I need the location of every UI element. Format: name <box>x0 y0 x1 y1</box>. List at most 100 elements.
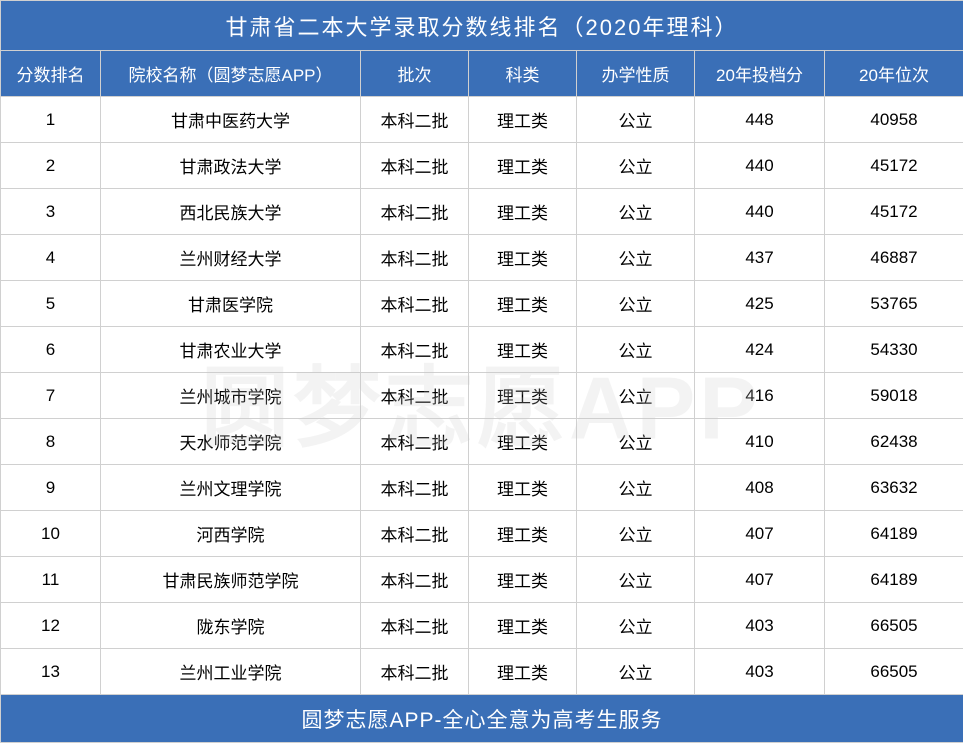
cell-batch: 本科二批 <box>361 603 469 649</box>
cell-category: 理工类 <box>469 511 577 557</box>
cell-category: 理工类 <box>469 557 577 603</box>
cell-position: 64189 <box>825 557 963 603</box>
cell-category: 理工类 <box>469 603 577 649</box>
cell-position: 59018 <box>825 373 963 419</box>
table-footer-row: 圆梦志愿APP-全心全意为高考生服务 <box>1 695 963 743</box>
table-title: 甘肃省二本大学录取分数线排名（2020年理科） <box>1 1 963 51</box>
cell-score: 448 <box>695 97 825 143</box>
cell-batch: 本科二批 <box>361 419 469 465</box>
cell-rank: 12 <box>1 603 101 649</box>
table-row: 11甘肃民族师范学院本科二批理工类公立40764189 <box>1 557 963 603</box>
cell-rank: 2 <box>1 143 101 189</box>
score-table: 甘肃省二本大学录取分数线排名（2020年理科） 分数排名 院校名称（圆梦志愿AP… <box>0 0 963 743</box>
cell-batch: 本科二批 <box>361 557 469 603</box>
cell-category: 理工类 <box>469 465 577 511</box>
cell-type: 公立 <box>577 235 695 281</box>
cell-type: 公立 <box>577 281 695 327</box>
cell-score: 440 <box>695 189 825 235</box>
cell-category: 理工类 <box>469 97 577 143</box>
cell-score: 416 <box>695 373 825 419</box>
cell-position: 45172 <box>825 189 963 235</box>
cell-rank: 10 <box>1 511 101 557</box>
cell-batch: 本科二批 <box>361 649 469 695</box>
cell-name: 甘肃中医药大学 <box>101 97 361 143</box>
cell-type: 公立 <box>577 327 695 373</box>
cell-batch: 本科二批 <box>361 189 469 235</box>
cell-batch: 本科二批 <box>361 143 469 189</box>
cell-type: 公立 <box>577 189 695 235</box>
table-row: 3西北民族大学本科二批理工类公立44045172 <box>1 189 963 235</box>
table-row: 1甘肃中医药大学本科二批理工类公立44840958 <box>1 97 963 143</box>
cell-rank: 6 <box>1 327 101 373</box>
cell-rank: 11 <box>1 557 101 603</box>
cell-score: 403 <box>695 649 825 695</box>
col-header-batch: 批次 <box>361 51 469 97</box>
cell-score: 424 <box>695 327 825 373</box>
table-row: 6甘肃农业大学本科二批理工类公立42454330 <box>1 327 963 373</box>
cell-category: 理工类 <box>469 419 577 465</box>
cell-rank: 13 <box>1 649 101 695</box>
cell-position: 62438 <box>825 419 963 465</box>
cell-batch: 本科二批 <box>361 327 469 373</box>
cell-category: 理工类 <box>469 143 577 189</box>
table-header-row: 分数排名 院校名称（圆梦志愿APP） 批次 科类 办学性质 20年投档分 20年… <box>1 51 963 97</box>
cell-name: 河西学院 <box>101 511 361 557</box>
cell-position: 66505 <box>825 649 963 695</box>
cell-name: 甘肃农业大学 <box>101 327 361 373</box>
table-row: 12陇东学院本科二批理工类公立40366505 <box>1 603 963 649</box>
cell-rank: 1 <box>1 97 101 143</box>
table-row: 5甘肃医学院本科二批理工类公立42553765 <box>1 281 963 327</box>
cell-name: 兰州财经大学 <box>101 235 361 281</box>
cell-rank: 5 <box>1 281 101 327</box>
cell-type: 公立 <box>577 603 695 649</box>
cell-name: 天水师范学院 <box>101 419 361 465</box>
cell-category: 理工类 <box>469 373 577 419</box>
cell-category: 理工类 <box>469 235 577 281</box>
table-row: 10河西学院本科二批理工类公立40764189 <box>1 511 963 557</box>
table-row: 4兰州财经大学本科二批理工类公立43746887 <box>1 235 963 281</box>
cell-name: 甘肃政法大学 <box>101 143 361 189</box>
cell-type: 公立 <box>577 373 695 419</box>
cell-category: 理工类 <box>469 281 577 327</box>
table-row: 2甘肃政法大学本科二批理工类公立44045172 <box>1 143 963 189</box>
cell-score: 440 <box>695 143 825 189</box>
cell-category: 理工类 <box>469 327 577 373</box>
table-row: 9兰州文理学院本科二批理工类公立40863632 <box>1 465 963 511</box>
cell-score: 408 <box>695 465 825 511</box>
col-header-type: 办学性质 <box>577 51 695 97</box>
cell-rank: 3 <box>1 189 101 235</box>
cell-type: 公立 <box>577 419 695 465</box>
cell-type: 公立 <box>577 97 695 143</box>
cell-rank: 7 <box>1 373 101 419</box>
cell-score: 410 <box>695 419 825 465</box>
table-row: 8天水师范学院本科二批理工类公立41062438 <box>1 419 963 465</box>
col-header-category: 科类 <box>469 51 577 97</box>
cell-type: 公立 <box>577 557 695 603</box>
cell-position: 64189 <box>825 511 963 557</box>
cell-score: 403 <box>695 603 825 649</box>
cell-position: 46887 <box>825 235 963 281</box>
cell-position: 54330 <box>825 327 963 373</box>
cell-name: 兰州城市学院 <box>101 373 361 419</box>
cell-batch: 本科二批 <box>361 97 469 143</box>
cell-category: 理工类 <box>469 649 577 695</box>
cell-batch: 本科二批 <box>361 281 469 327</box>
cell-batch: 本科二批 <box>361 373 469 419</box>
cell-score: 425 <box>695 281 825 327</box>
score-table-container: 甘肃省二本大学录取分数线排名（2020年理科） 分数排名 院校名称（圆梦志愿AP… <box>0 0 963 743</box>
cell-score: 407 <box>695 511 825 557</box>
cell-position: 40958 <box>825 97 963 143</box>
cell-name: 甘肃民族师范学院 <box>101 557 361 603</box>
cell-name: 西北民族大学 <box>101 189 361 235</box>
cell-type: 公立 <box>577 649 695 695</box>
cell-position: 66505 <box>825 603 963 649</box>
table-row: 7兰州城市学院本科二批理工类公立41659018 <box>1 373 963 419</box>
cell-position: 53765 <box>825 281 963 327</box>
cell-type: 公立 <box>577 511 695 557</box>
cell-batch: 本科二批 <box>361 465 469 511</box>
cell-position: 45172 <box>825 143 963 189</box>
col-header-name: 院校名称（圆梦志愿APP） <box>101 51 361 97</box>
col-header-score: 20年投档分 <box>695 51 825 97</box>
cell-score: 437 <box>695 235 825 281</box>
cell-type: 公立 <box>577 465 695 511</box>
